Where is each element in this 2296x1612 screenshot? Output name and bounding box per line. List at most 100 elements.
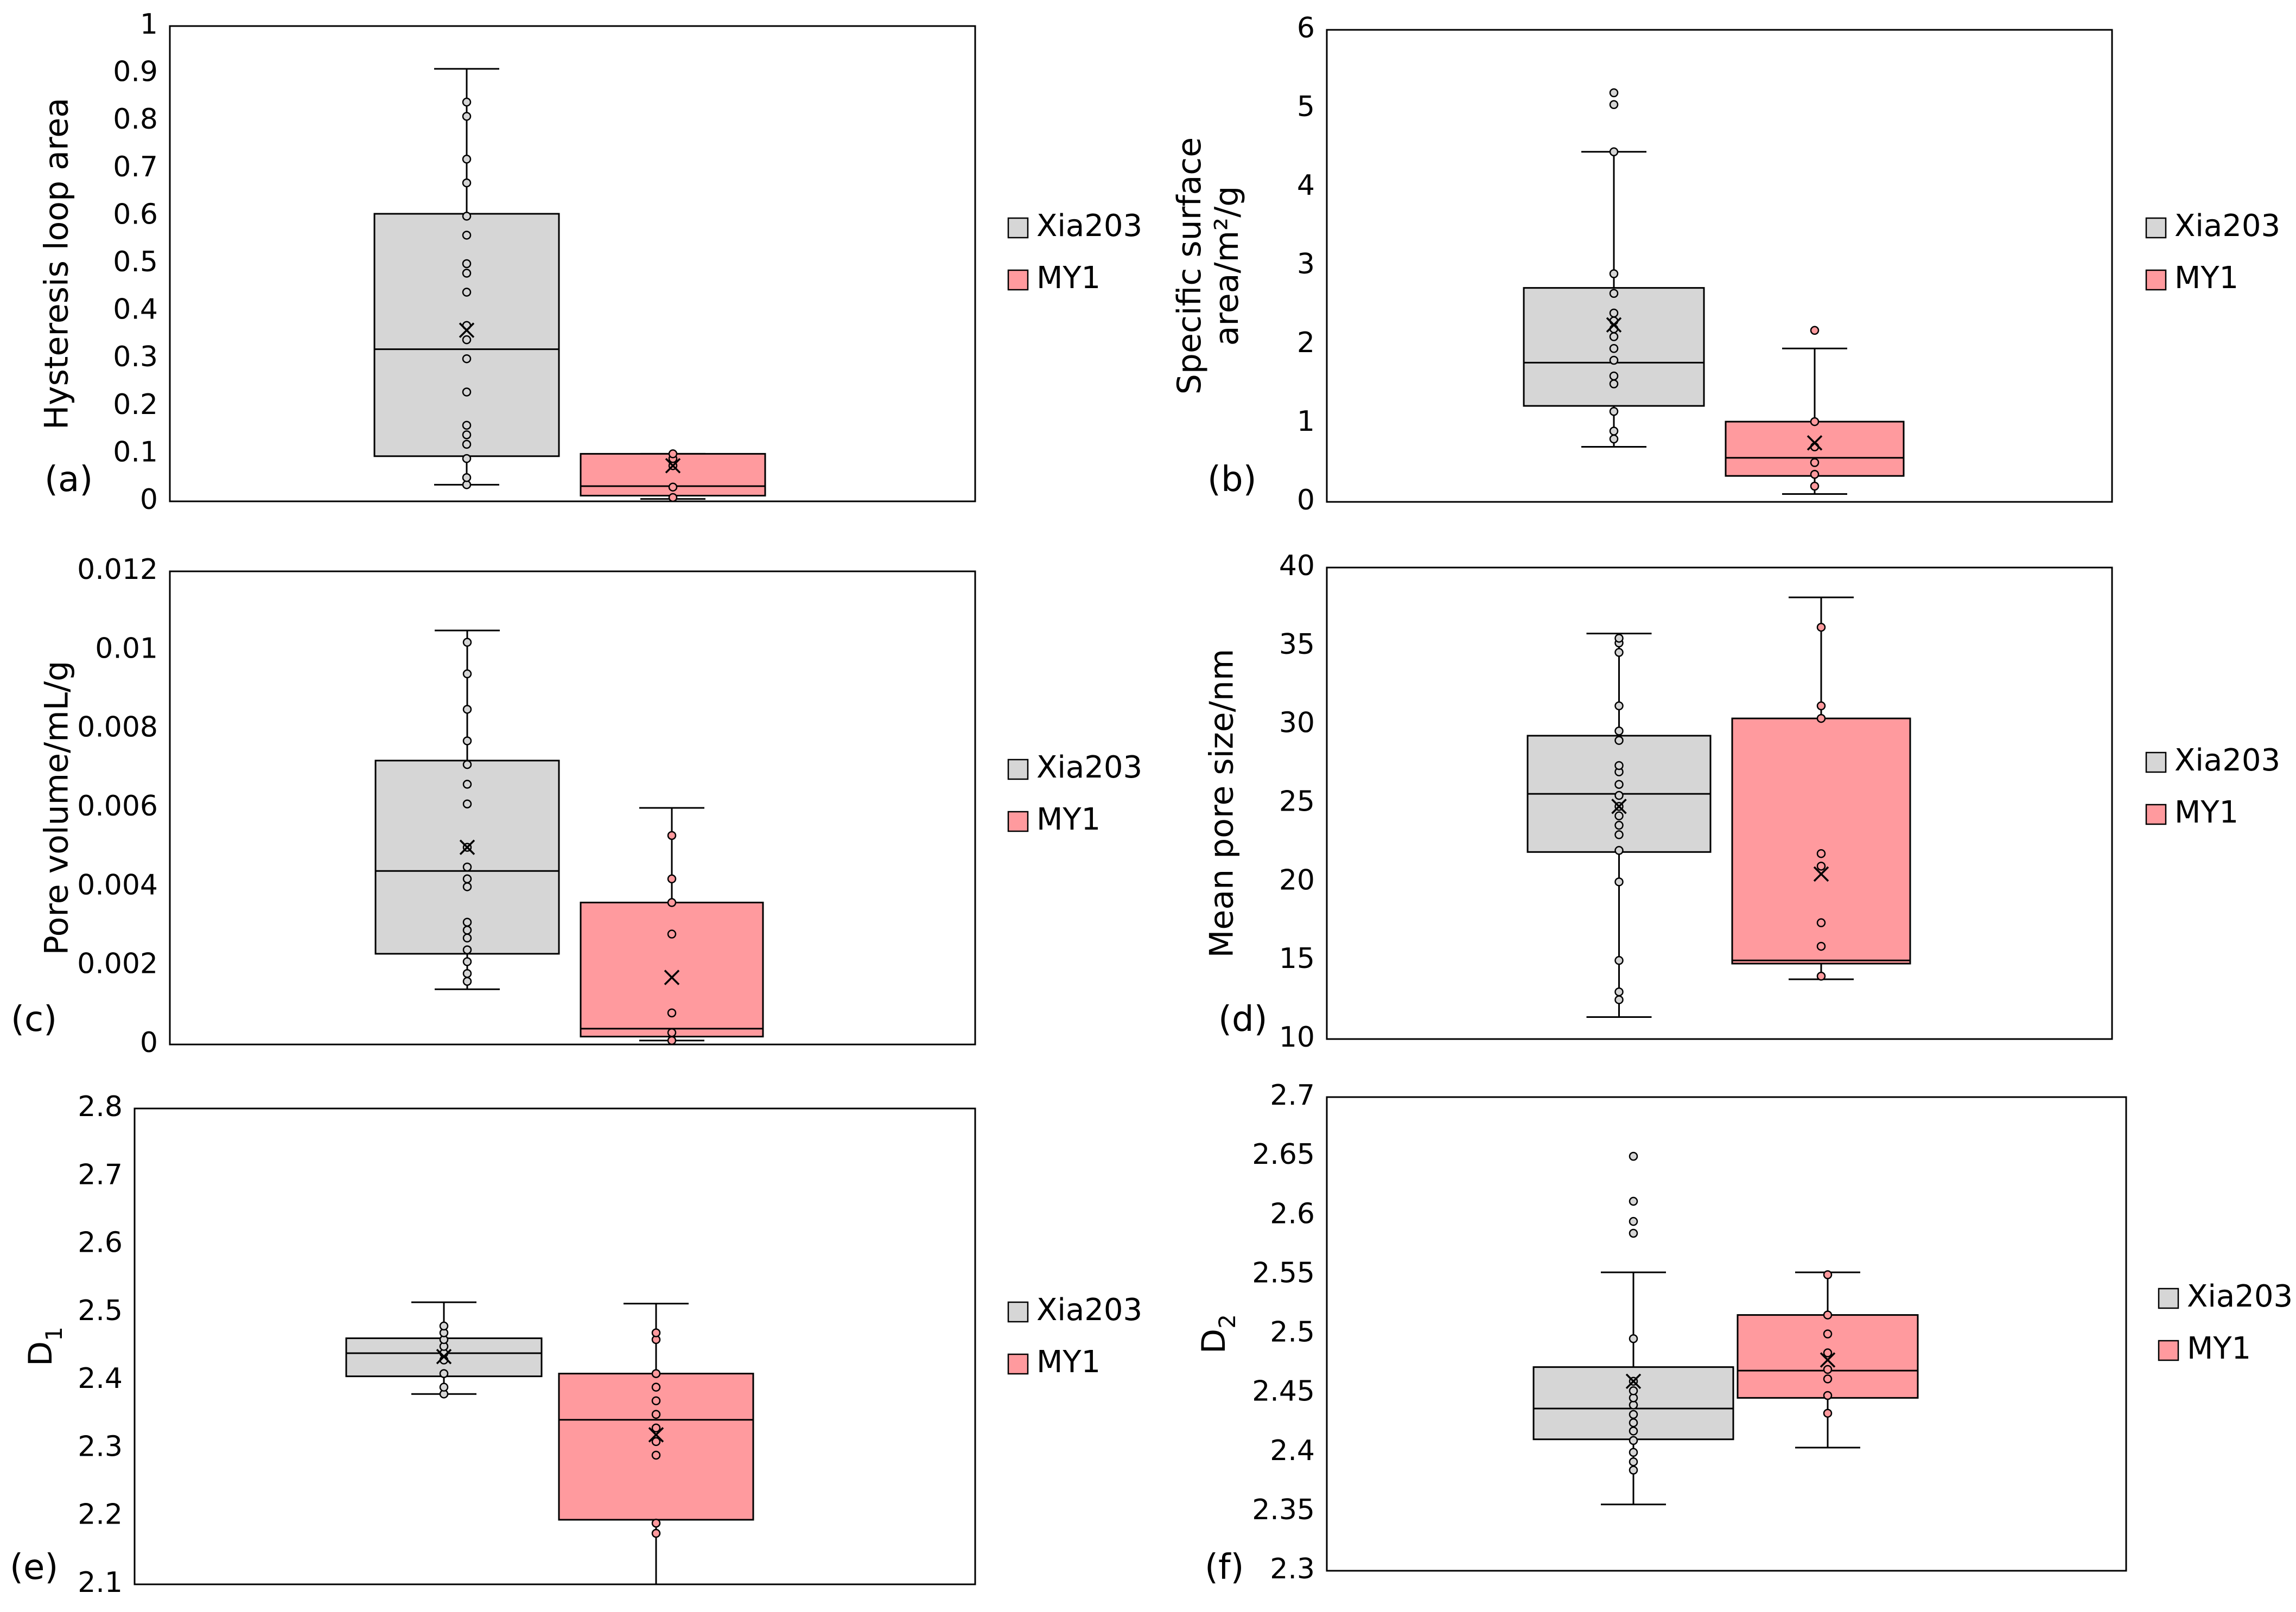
y-tick-label: 2.7: [78, 1158, 123, 1191]
y-tick-label: 2.5: [78, 1295, 123, 1327]
data-point: [1609, 379, 1619, 388]
data-point: [462, 112, 472, 121]
data-point: [1614, 727, 1624, 736]
data-point: [462, 669, 472, 679]
data-point: [1609, 100, 1619, 109]
data-point: [1629, 1334, 1638, 1343]
data-point: [1816, 713, 1826, 723]
plot-frame: [1326, 1096, 2127, 1572]
data-point: [1609, 308, 1619, 318]
data-point: [1816, 971, 1826, 981]
panel-d: 10 15 20 25 30 35 40 Mean pore size/nm (d) Xia203…: [1203, 550, 2281, 1054]
y-tick-label: 6: [1297, 12, 1315, 44]
mean-marker: [436, 1349, 452, 1365]
panel-f: 2.3 2.35 2.4 2.45 2.5 2.55 2.6 2.65 2.7 D2 (f) Xia2…: [1195, 1079, 2293, 1588]
data-point: [1614, 648, 1624, 657]
data-point: [1614, 634, 1624, 643]
plot-frame: [169, 25, 976, 502]
data-point: [1816, 701, 1826, 711]
data-point: [667, 898, 677, 907]
data-point: [1609, 434, 1619, 444]
data-point: [1823, 1391, 1833, 1400]
y-tick-label: 35: [1279, 628, 1315, 661]
y-tick-label: 2.8: [78, 1091, 123, 1123]
y-tick-label: 15: [1279, 942, 1315, 975]
box-xia203: [1527, 633, 1712, 1018]
data-point: [462, 335, 472, 345]
y-tick-label: 0.3: [113, 341, 158, 373]
data-point: [462, 430, 472, 439]
data-point: [667, 1028, 677, 1037]
y-axis-label: Mean pore size/nm: [1203, 649, 1241, 958]
data-point: [462, 705, 472, 714]
legend-swatch: [2158, 1288, 2179, 1309]
box-my1: [580, 449, 766, 502]
data-point: [1816, 941, 1826, 951]
box-my1: [580, 807, 764, 1045]
data-point: [1810, 458, 1820, 467]
y-tick-label: 10: [1279, 1021, 1315, 1054]
data-point: [667, 1036, 677, 1045]
data-point: [462, 473, 472, 482]
data-point: [1614, 761, 1624, 770]
y-tick-label: 2.1: [78, 1566, 123, 1599]
mean-marker: [1611, 799, 1627, 814]
y-tick-label: 2.4: [78, 1362, 123, 1395]
panel-b: 0 1 2 3 4 5 6 Specific surfacearea/m²/g (b) Xia20…: [1171, 12, 2281, 517]
box-xia203: [345, 1301, 543, 1399]
y-tick-label: 0: [1297, 484, 1315, 517]
data-point: [1810, 417, 1820, 426]
y-axis-label: Specific surfacearea/m²/g: [1171, 137, 1246, 394]
mean-marker-stroke: [1606, 317, 1622, 333]
data-point: [1614, 830, 1624, 839]
y-tick-label: 2.5: [1270, 1316, 1315, 1349]
data-point: [462, 957, 472, 966]
y-tick-label: 2.35: [1252, 1494, 1315, 1526]
data-point: [462, 977, 472, 986]
mean-marker: [665, 458, 681, 474]
data-point: [462, 155, 472, 164]
plot-frame: [1326, 29, 2113, 503]
panel-label: (d): [1218, 999, 1268, 1040]
legend-swatch: [1007, 1301, 1029, 1323]
data-point: [1629, 1196, 1638, 1206]
data-point: [439, 1369, 449, 1378]
y-tick-label: 2.45: [1252, 1375, 1315, 1408]
y-tick-label: 4: [1297, 169, 1315, 202]
box-my1: [1737, 1270, 1919, 1449]
data-point: [1614, 846, 1624, 855]
data-point: [651, 1437, 661, 1447]
y-tick-label: 2.55: [1252, 1257, 1315, 1289]
data-point: [651, 1518, 661, 1528]
data-point: [1614, 955, 1624, 965]
mean-marker: [1807, 435, 1823, 451]
y-tick-label: 25: [1279, 786, 1315, 818]
data-point: [1609, 269, 1619, 278]
data-point: [1823, 1310, 1833, 1320]
legend-swatch: [2145, 751, 2167, 773]
legend: Xia203 MY1: [1007, 208, 1142, 296]
y-tick-label: 5: [1297, 91, 1315, 123]
data-point: [1629, 1151, 1638, 1161]
data-point: [439, 1382, 449, 1392]
data-point: [1609, 344, 1619, 353]
data-point: [651, 1450, 661, 1460]
data-point: [1629, 1448, 1638, 1457]
panel-a: 0 0.1 0.2 0.3 0.4 0.5 0.6 0.7 0.8 0.9 1 Hysteresis …: [38, 8, 1143, 516]
y-tick-label: 2.7: [1270, 1079, 1315, 1112]
data-point: [1816, 862, 1826, 871]
mean-marker-stroke: [1625, 1373, 1642, 1390]
mean-marker: [1625, 1373, 1642, 1390]
mean-marker-stroke: [664, 970, 680, 985]
y-tick-label: 2.3: [1270, 1553, 1315, 1585]
data-point: [462, 178, 472, 188]
mean-marker-stroke: [459, 322, 475, 338]
iqr-box: [558, 1373, 754, 1521]
panel-label: (a): [44, 460, 93, 500]
data-point: [1629, 1410, 1638, 1419]
data-point: [1609, 88, 1619, 98]
y-tick-label: 0.6: [113, 198, 158, 231]
data-point: [462, 780, 472, 789]
y-tick-label: 1: [1297, 405, 1315, 438]
data-point: [1629, 1436, 1638, 1445]
